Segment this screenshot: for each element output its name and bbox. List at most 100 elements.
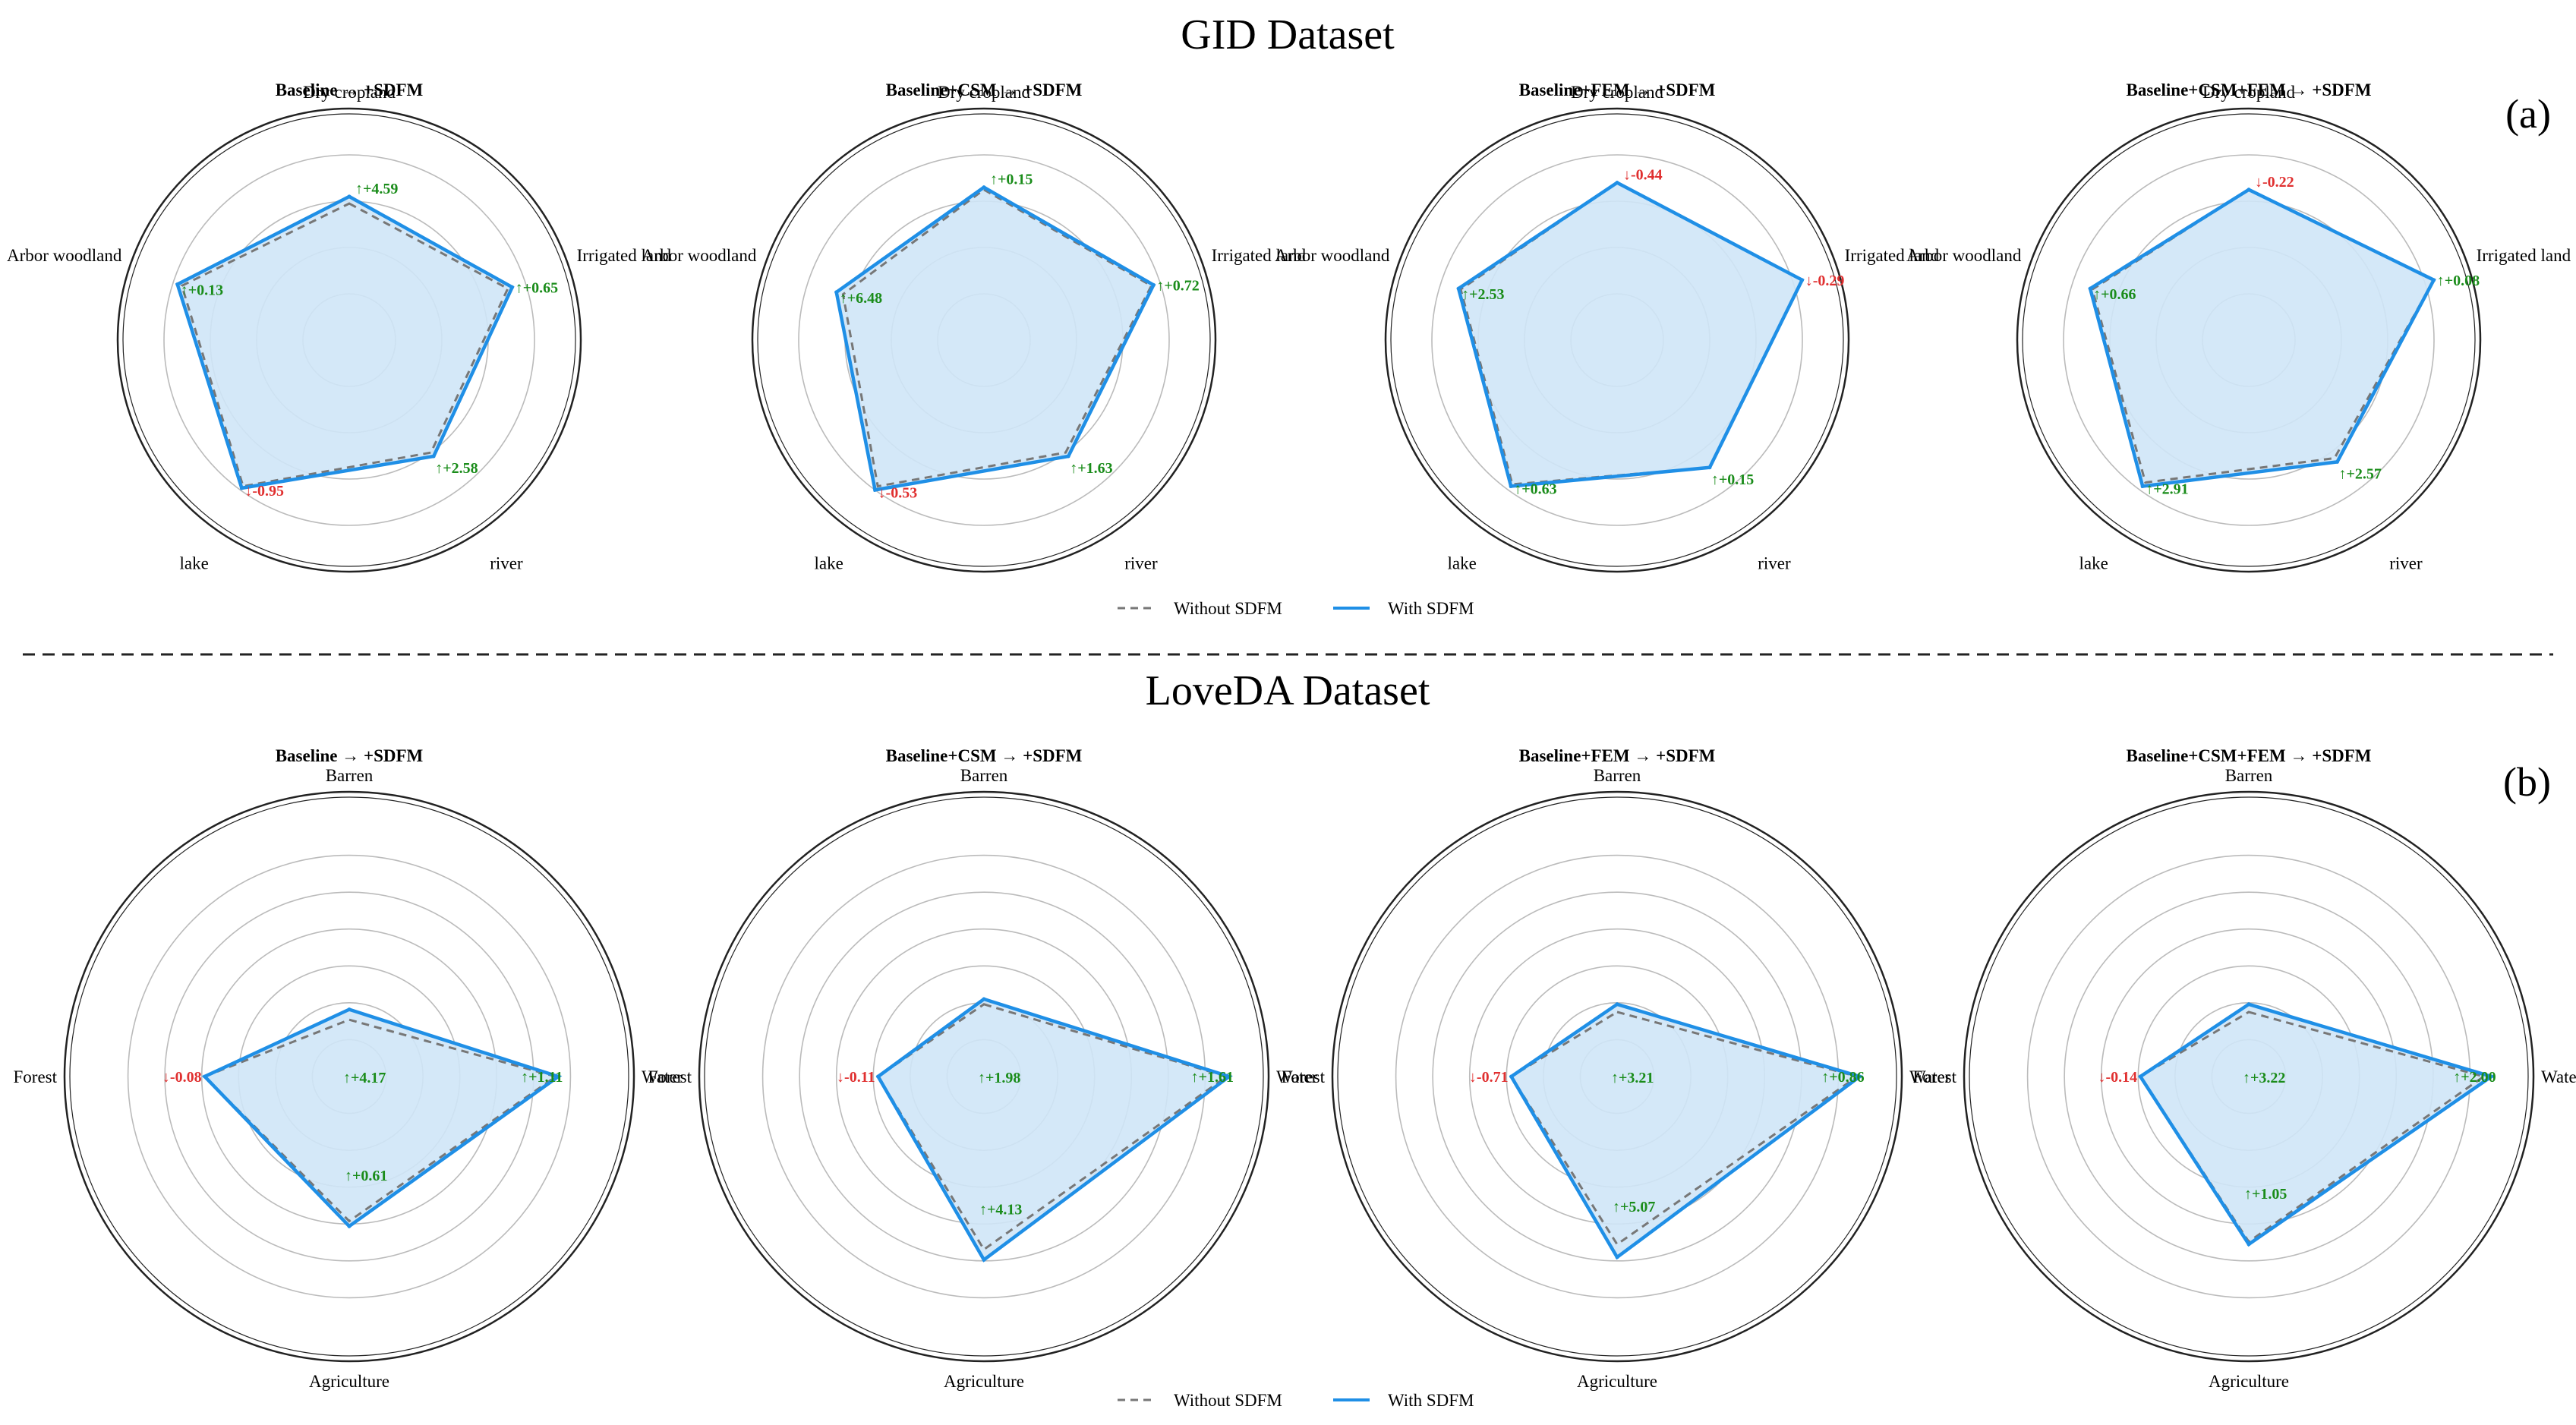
delta-annotation: ↑+1.63 (1070, 460, 1112, 477)
delta-annotation: ↑+4.59 (355, 181, 398, 197)
axis-label-dry-cropland: Dry cropland (303, 83, 396, 102)
with-sdfm-line (2088, 188, 2436, 488)
legend-top: Without SDFM With SDFM (1118, 599, 1474, 618)
with-sdfm-area (2140, 1004, 2492, 1244)
outer-ring (63, 790, 635, 1363)
with-sdfm-point (2247, 1242, 2251, 1247)
delta-annotation: ↑+2.91 (2146, 481, 2188, 498)
axis-label-agriculture: Agriculture (1577, 1372, 1657, 1391)
delta-annotation: ↓-0.08 (162, 1069, 202, 1086)
with-sdfm-point (2247, 1002, 2251, 1007)
axis-label-irrigated-land: Irrigated land (1845, 246, 1940, 265)
legend-bottom: Without SDFM With SDFM (1118, 1391, 1474, 1410)
axis-label-lake: lake (1447, 554, 1476, 573)
axis-label-forest: Forest (14, 1067, 58, 1086)
delta-annotation: ↓-0.95 (244, 483, 284, 500)
outer-ring-inner (1969, 796, 2529, 1357)
panel-label-a: (a) (2505, 91, 2551, 137)
with-sdfm-area (836, 187, 1154, 490)
delta-annotation: ↑+0.72 (1156, 277, 1199, 294)
axis-label-river: river (1124, 554, 1158, 573)
delta-annotation: ↑+0.63 (1514, 481, 1556, 498)
delta-annotation: ↑+0.15 (990, 172, 1033, 188)
delta-annotation: ↓-0.11 (837, 1069, 875, 1086)
outer-ring-inner (704, 796, 1264, 1357)
section-title-gid: GID Dataset (1181, 11, 1395, 58)
delta-annotation: ↓-0.71 (1469, 1069, 1509, 1086)
without-sdfm-line (876, 1003, 1229, 1251)
axis-label-dry-cropland: Dry cropland (1571, 83, 1663, 102)
with-sdfm-point (876, 1074, 881, 1079)
with-sdfm-line (175, 194, 515, 490)
axis-label-arbor-woodland: Arbor woodland (1906, 246, 2022, 265)
section-title-loveda: LoveDA Dataset (1146, 667, 1430, 714)
axis-label-agriculture: Agriculture (944, 1372, 1024, 1391)
outer-ring (698, 790, 1270, 1363)
axis-label-lake: lake (814, 554, 843, 573)
delta-annotation: ↑+2.57 (2339, 465, 2382, 482)
with-sdfm-point (2432, 278, 2436, 282)
axis-label-agriculture: Agriculture (2209, 1372, 2289, 1391)
with-sdfm-point (1509, 1074, 1514, 1079)
grid-ring (163, 154, 535, 526)
delta-annotation: ↑+3.22 (2243, 1070, 2285, 1086)
without-sdfm-line (202, 1018, 559, 1223)
delta-annotation: ↑+2.00 (2453, 1069, 2496, 1086)
delta-annotation: ↓-0.22 (2255, 174, 2294, 191)
axis-label-water: Water (1909, 1067, 1951, 1086)
with-sdfm-point (2247, 188, 2251, 192)
outer-ring (751, 107, 1217, 573)
delta-annotation: ↑+2.53 (1461, 286, 1504, 303)
with-sdfm-point (175, 282, 180, 286)
with-sdfm-point (510, 285, 515, 289)
delta-annotation: ↑+4.13 (979, 1201, 1022, 1218)
delta-annotation: ↓-0.44 (1623, 167, 1663, 184)
without-sdfm-line (841, 188, 1153, 488)
with-sdfm-point (1227, 1074, 1231, 1079)
legend-without-label: Without SDFM (1174, 1391, 1282, 1410)
with-sdfm-area (204, 1009, 559, 1227)
delta-annotation: ↑+2.58 (435, 460, 478, 477)
outer-ring-inner (1337, 796, 1897, 1357)
axis-label-irrigated-land: Irrigated land (1212, 246, 1307, 265)
with-sdfm-area (2090, 189, 2434, 487)
axis-label-arbor-woodland: Arbor woodland (1275, 246, 1390, 265)
axis-label-river: river (490, 554, 523, 573)
chart-title: Baseline+FEM → +SDFM (1519, 746, 1716, 765)
axis-label-barren: Barren (1594, 766, 1641, 785)
delta-annotation: ↑+0.86 (1821, 1069, 1864, 1086)
axis-label-barren: Barren (326, 766, 374, 785)
axis-label-lake: lake (2079, 554, 2108, 573)
with-sdfm-area (1458, 182, 1802, 487)
axis-label-irrigated-land: Irrigated land (577, 246, 672, 265)
outer-ring (1963, 790, 2535, 1363)
grid-ring (1431, 154, 1803, 526)
outer-ring (116, 107, 582, 573)
with-sdfm-point (2138, 1074, 2142, 1079)
chart-title: Baseline+CSM → +SDFM (886, 80, 1083, 99)
legend-with-label: With SDFM (1388, 1391, 1474, 1410)
with-sdfm-point (239, 486, 244, 490)
axis-label-forest: Forest (1913, 1067, 1957, 1086)
with-sdfm-area (1511, 1004, 1860, 1257)
with-sdfm-point (2088, 286, 2092, 291)
axis-label-barren: Barren (2225, 766, 2273, 785)
delta-annotation: ↑+1.98 (978, 1070, 1020, 1086)
with-sdfm-line (834, 185, 1156, 492)
outer-ring-inner (2022, 113, 2476, 567)
chart-title: Baseline+CSM → +SDFM (886, 746, 1083, 765)
with-sdfm-point (873, 487, 878, 492)
legend-with-label: With SDFM (1388, 599, 1474, 618)
axis-label-river: river (1758, 554, 1791, 573)
axis-label-arbor-woodland: Arbor woodland (642, 246, 757, 265)
with-sdfm-point (1615, 1255, 1619, 1259)
with-sdfm-point (431, 454, 436, 459)
